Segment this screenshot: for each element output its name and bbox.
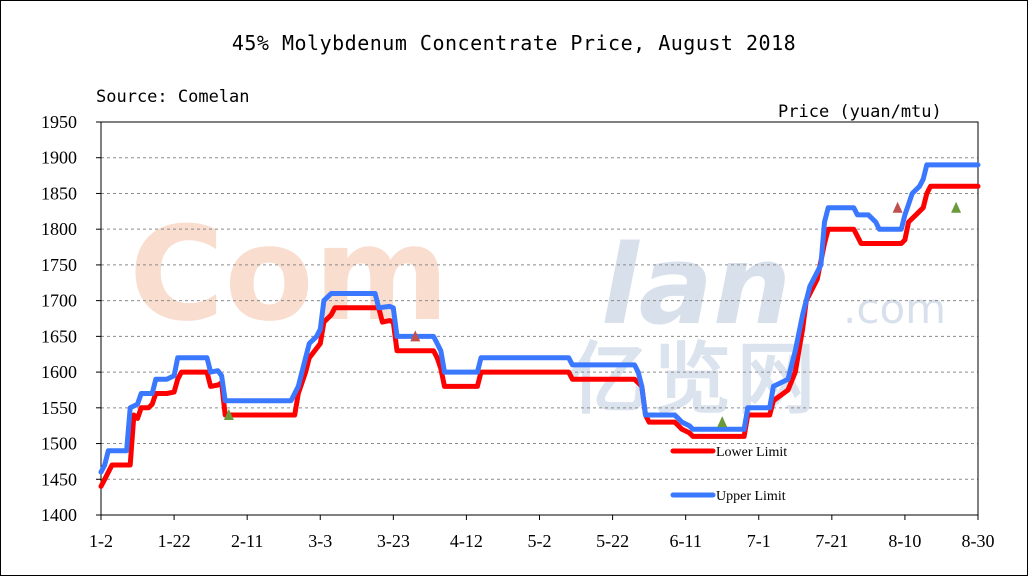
legend: Lower Limit Upper Limit xyxy=(670,445,787,504)
x-tick-label: 8-30 xyxy=(962,531,995,551)
chart-title: 45% Molybdenum Concentrate Price, August… xyxy=(231,31,797,55)
triangle-marker xyxy=(717,416,728,428)
x-tick-label: 2-11 xyxy=(231,531,263,551)
y-tick-label: 1900 xyxy=(41,148,77,168)
marker-layer xyxy=(223,201,962,428)
y-tick-label: 1500 xyxy=(41,434,77,454)
x-tick-label: 5-2 xyxy=(528,531,552,551)
x-axis: 1-2 1-22 2-11 3-3 3-23 4-12 5-2 5-22 6-11 7-1 7-21… xyxy=(89,515,995,551)
x-tick-label: 3-3 xyxy=(308,531,332,551)
x-tick-label: 6-11 xyxy=(670,531,702,551)
y-tick-label: 1750 xyxy=(41,255,77,275)
x-tick-label: 4-12 xyxy=(450,531,483,551)
legend-label: Upper Limit xyxy=(716,489,786,504)
y-tick-label: 1400 xyxy=(41,505,77,525)
x-tick-label: 5-22 xyxy=(596,531,629,551)
y-tick-label: 1850 xyxy=(41,183,77,203)
x-tick-label: 1-2 xyxy=(89,531,113,551)
watermark-dotcom-text: .com xyxy=(843,284,946,333)
chart-source: Source: Comelan xyxy=(96,87,250,107)
x-tick-label: 8-10 xyxy=(888,531,921,551)
x-tick-label: 7-1 xyxy=(747,531,771,551)
triangle-marker xyxy=(223,408,234,420)
legend-label: Lower Limit xyxy=(716,445,787,460)
series-layer xyxy=(98,162,981,489)
watermark: Com lan .com 亿览网 xyxy=(129,198,946,425)
y-tick-label: 1600 xyxy=(41,362,77,382)
triangle-marker xyxy=(951,201,962,213)
y-tick-label: 1700 xyxy=(41,291,77,311)
y-axis-unit-label: Price (yuan/mtu) xyxy=(778,102,942,122)
grid-lines xyxy=(101,121,978,480)
triangle-marker xyxy=(892,201,903,213)
watermark-com-text: Com xyxy=(129,198,449,350)
x-tick-label: 7-21 xyxy=(815,531,848,551)
x-tick-label: 1-22 xyxy=(158,531,191,551)
y-axis: 1400 1450 1500 1550 1600 1650 1700 1750 1800 1850… xyxy=(41,112,101,525)
y-tick-label: 1650 xyxy=(41,326,77,346)
x-tick-label: 3-23 xyxy=(377,531,410,551)
series-line-upper-limit xyxy=(98,162,981,475)
y-tick-label: 1450 xyxy=(41,469,77,489)
y-tick-label: 1950 xyxy=(41,112,77,132)
y-tick-label: 1800 xyxy=(41,219,77,239)
triangle-marker xyxy=(410,330,421,342)
y-tick-label: 1550 xyxy=(41,398,77,418)
watermark-lan-text: lan xyxy=(601,221,791,349)
